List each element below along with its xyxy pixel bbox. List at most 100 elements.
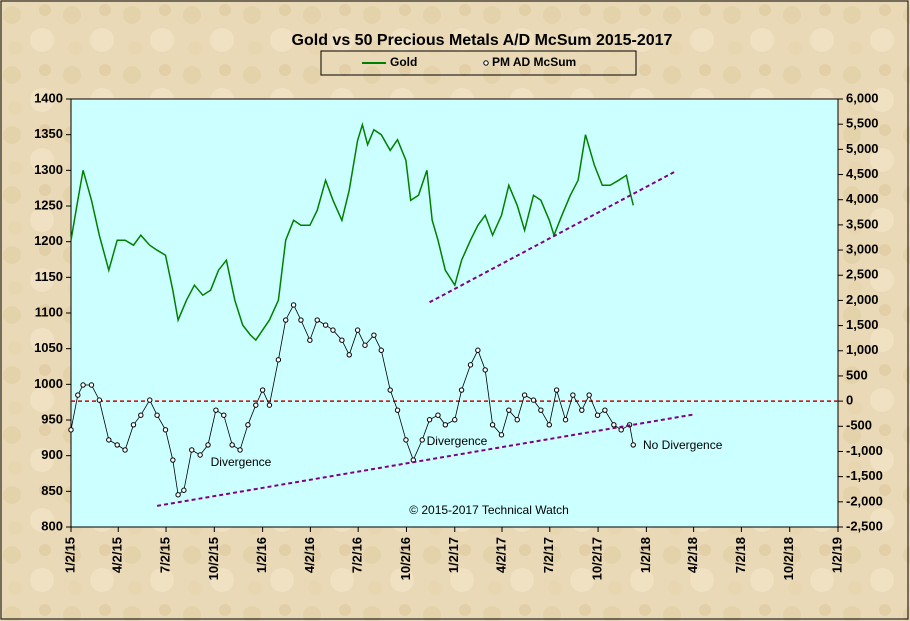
x-tick-label: 7/2/17 (541, 537, 556, 573)
y2-tick-label: 1,000 (846, 342, 879, 357)
mcsum-marker (452, 417, 458, 423)
mcsum-marker (221, 412, 227, 418)
mcsum-marker (346, 352, 352, 358)
mcsum-marker (253, 402, 259, 408)
legend-box (320, 50, 637, 76)
plot-area (70, 98, 839, 528)
annotation: Divergence (211, 455, 272, 469)
x-tick-label: 7/2/15 (157, 537, 172, 573)
x-tick-label: 10/2/16 (398, 537, 413, 580)
gold-line (70, 121, 635, 342)
mcsum-marker (259, 387, 266, 393)
y-tick-label: 1050 (34, 340, 63, 355)
y-tick-label: 1200 (34, 233, 63, 248)
y2-tick-label: 5,500 (846, 116, 879, 131)
legend-label: PM AD McSum (492, 55, 576, 69)
mcsum-marker (237, 447, 243, 453)
x-tick-label: 10/2/18 (781, 537, 796, 580)
mcsum-marker (530, 397, 537, 403)
mcsum-marker (205, 442, 211, 448)
mcsum-marker (170, 457, 176, 463)
y-tick-label: 850 (41, 483, 63, 498)
mcsum-marker (419, 437, 425, 443)
mcsum-marker (213, 407, 219, 413)
x-tick-label: 1/2/18 (638, 537, 653, 573)
mcsum-marker (189, 447, 195, 453)
trendline (429, 170, 676, 304)
mcsum-marker (354, 327, 361, 333)
mcsum-marker (266, 402, 273, 408)
mcsum-marker (403, 437, 409, 443)
mcsum-marker (75, 392, 81, 398)
annotation: Divergence (427, 434, 488, 448)
mcsum-marker (630, 442, 636, 448)
mcsum-marker (245, 422, 251, 428)
y2-tick-label: 5,000 (846, 141, 879, 156)
y2-tick-label: -1,000 (846, 443, 883, 458)
mcsum-marker (154, 412, 160, 418)
y2-tick-label: -500 (846, 418, 872, 433)
mcsum-marker (322, 322, 329, 328)
x-tick-label: 10/2/17 (590, 537, 605, 580)
mcsum-marker (482, 367, 488, 373)
mcsum-marker (618, 427, 624, 433)
y2-tick-label: 2,000 (846, 292, 879, 307)
mcsum-marker (298, 317, 304, 323)
mcsum-marker (314, 317, 320, 323)
mcsum-marker (489, 422, 496, 428)
mcsum-marker (197, 452, 203, 458)
mcsum-marker (458, 387, 465, 393)
mcsum-marker (387, 387, 393, 393)
chart-title: Gold vs 50 Precious Metals A/D McSum 201… (292, 32, 673, 49)
mcsum-marker (147, 397, 153, 403)
mcsum-marker (275, 357, 282, 363)
mcsum-marker (570, 392, 576, 398)
y-tick-label: 950 (41, 411, 63, 426)
mcsum-marker (378, 347, 384, 353)
mcsum-marker (594, 412, 601, 418)
mcsum-marker (68, 427, 74, 433)
mcsum-marker (562, 417, 569, 423)
annotation: No Divergence (643, 438, 723, 452)
legend-marker (483, 60, 489, 66)
mcsum-marker (435, 412, 441, 418)
mcsum-marker (88, 382, 95, 388)
mcsum-marker (602, 407, 608, 413)
x-tick-label: 4/2/16 (302, 537, 317, 573)
y2-tick-label: 1,500 (846, 317, 879, 332)
mcsum-marker (362, 342, 368, 348)
y-tick-label: 1150 (35, 269, 63, 284)
y-tick-label: 1400 (34, 90, 63, 105)
y-tick-label: 1350 (34, 126, 63, 141)
y2-tick-label: 500 (846, 367, 868, 382)
y-tick-label: 900 (41, 447, 63, 462)
mcsum-marker (521, 392, 528, 398)
mcsum-marker (330, 327, 336, 333)
x-tick-label: 4/2/17 (493, 537, 508, 573)
mcsum-marker (96, 397, 103, 403)
mcsum-marker (394, 407, 401, 413)
mcsum-marker (307, 337, 313, 343)
x-tick-label: 4/2/15 (110, 537, 125, 573)
mcsum-marker (371, 332, 377, 338)
x-tick-label: 1/2/15 (62, 537, 77, 573)
mcsum-marker (475, 347, 481, 353)
x-tick-label: 7/2/16 (350, 537, 365, 573)
mcsum-marker (426, 417, 433, 423)
mcsum-marker (114, 442, 120, 448)
y2-tick-label: -2,000 (846, 493, 883, 508)
y2-tick-label: 3,500 (846, 216, 879, 231)
mcsum-marker (442, 422, 449, 428)
mcsum-marker (538, 407, 544, 413)
y2-tick-label: -1,500 (846, 468, 883, 483)
mcsum-marker (498, 432, 505, 438)
x-tick-label: 4/2/18 (685, 537, 700, 573)
annotation: © 2015-2017 Technical Watch (409, 503, 569, 517)
mcsum-marker (181, 487, 187, 493)
mcsum-marker (106, 437, 112, 443)
mcsum-marker (546, 422, 552, 428)
y2-tick-label: 4,500 (846, 166, 879, 181)
mcsum-marker (339, 337, 345, 343)
